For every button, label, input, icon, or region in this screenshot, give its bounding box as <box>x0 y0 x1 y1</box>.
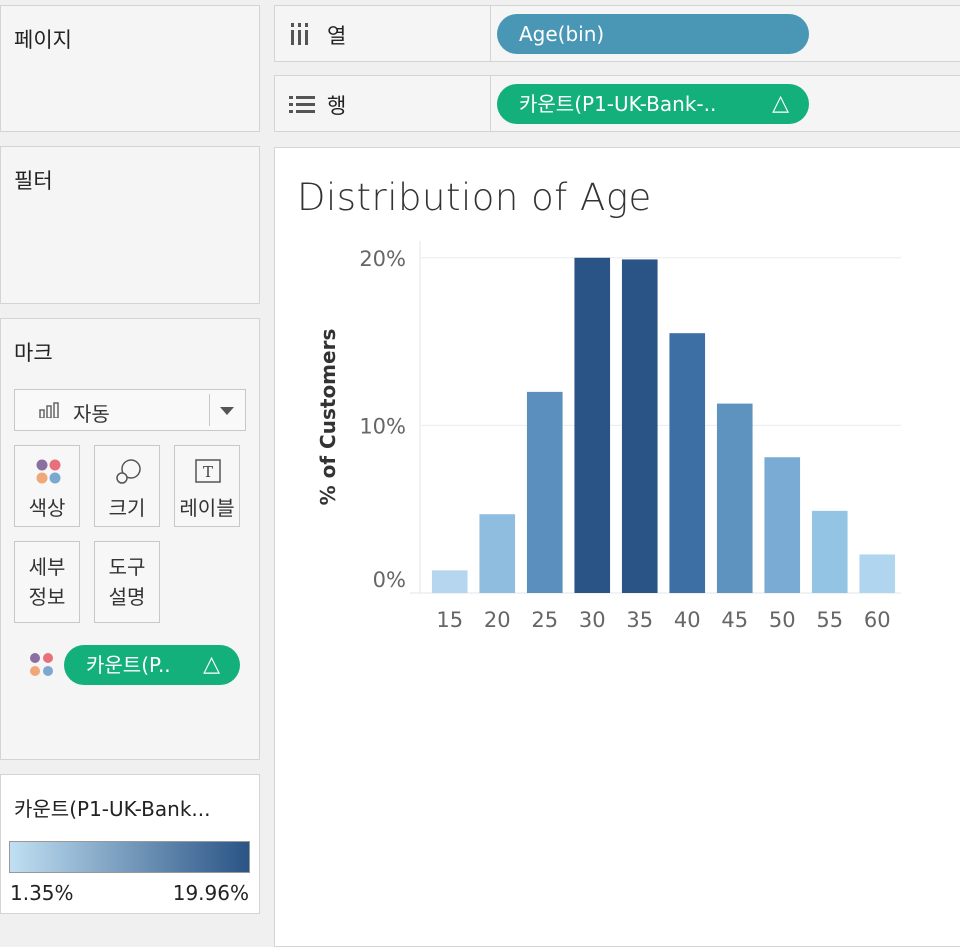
x-tick-label: 60 <box>864 608 891 632</box>
columns-icon <box>291 23 308 45</box>
x-tick-label: 20 <box>484 608 511 632</box>
age-bin-pill[interactable]: Age(bin) <box>497 14 809 54</box>
x-tick-label: 25 <box>531 608 558 632</box>
rows-label: 행 <box>327 94 347 118</box>
pages-card[interactable]: 페이지 <box>0 5 260 132</box>
filters-title: 필터 <box>14 169 53 193</box>
x-tick-label: 55 <box>816 608 843 632</box>
color-button[interactable]: 색상 <box>14 445 80 527</box>
count-pill[interactable]: 카운트(P1-UK-Bank-.. △ <box>497 84 809 124</box>
tooltip-button-line1: 도구 <box>108 555 146 579</box>
x-tick-label: 40 <box>674 608 701 632</box>
chevron-down-icon[interactable] <box>220 407 234 415</box>
age-bin-pill-label: Age(bin) <box>519 22 605 46</box>
y-tick-label: 10% <box>359 414 406 438</box>
size-circles-icon <box>116 459 141 484</box>
tooltip-button[interactable]: 도구 설명 <box>94 541 160 623</box>
bar <box>526 391 563 593</box>
label-icon-letter: T <box>203 463 213 481</box>
legend-title: 카운트(P1-UK-Bank... <box>14 797 211 821</box>
color-field-pill-label: 카운트(P.. <box>86 653 171 677</box>
columns-label: 열 <box>327 24 347 48</box>
bar <box>621 259 658 593</box>
columns-shelf[interactable]: 열 Age(bin) <box>274 5 960 62</box>
count-pill-label: 카운트(P1-UK-Bank-.. <box>519 92 717 116</box>
color-button-label: 색상 <box>28 496 66 520</box>
size-button[interactable]: 크기 <box>94 445 160 527</box>
label-button-label: 레이블 <box>179 496 235 520</box>
mark-type-dropdown[interactable]: 자동 <box>14 389 246 431</box>
size-button-label: 크기 <box>108 496 146 520</box>
filters-card[interactable]: 필터 <box>0 146 260 304</box>
bar-chart: 0% 10% 20% % of Customers 15 20 25 30 35 40 45 50 55… <box>316 241 901 632</box>
viz-canvas: Distribution of Age 0% 10% 20% % of Custome… <box>274 147 960 947</box>
bar <box>669 333 706 593</box>
y-axis-title: % of Customers <box>316 329 340 506</box>
pages-title: 페이지 <box>14 28 72 52</box>
x-tick-label: 30 <box>579 608 606 632</box>
chart-title: Distribution of Age <box>297 176 652 219</box>
y-tick-label: 20% <box>359 247 406 271</box>
color-encoding-icon <box>30 653 53 676</box>
x-tick-label: 45 <box>721 608 748 632</box>
color-legend-card: 카운트(P1-UK-Bank... 1.35% 19.96% <box>0 774 260 914</box>
rows-icon <box>289 96 315 113</box>
bar <box>574 257 611 593</box>
rows-shelf[interactable]: 행 카운트(P1-UK-Bank-.. △ <box>274 75 960 132</box>
x-tick-label: 35 <box>626 608 653 632</box>
bar <box>859 554 896 593</box>
mark-type-label: 자동 <box>73 402 110 426</box>
text-label-icon: T <box>195 459 221 483</box>
label-button[interactable]: T 레이블 <box>174 445 240 527</box>
detail-button[interactable]: 세부 정보 <box>14 541 80 623</box>
delta-icon: △ <box>203 652 220 677</box>
marks-card: 마크 자동 색상 크기 T 레이블 <box>0 318 260 760</box>
color-dots-icon <box>36 459 61 484</box>
bar <box>479 514 516 593</box>
marks-title: 마크 <box>14 341 53 365</box>
delta-icon: △ <box>772 91 789 116</box>
bar <box>431 570 468 593</box>
legend-gradient-bar <box>9 841 250 873</box>
bar <box>716 403 753 593</box>
bar-chart-icon <box>39 402 59 418</box>
bar <box>811 510 848 593</box>
dropdown-separator <box>209 394 210 426</box>
legend-max-label: 19.96% <box>172 881 249 905</box>
detail-button-line2: 정보 <box>28 585 66 609</box>
color-field-pill[interactable]: 카운트(P.. △ <box>64 645 240 685</box>
x-tick-label: 50 <box>769 608 796 632</box>
detail-button-line1: 세부 <box>28 555 66 579</box>
bar <box>764 457 801 593</box>
x-tick-label: 15 <box>436 608 463 632</box>
tooltip-button-line2: 설명 <box>108 585 146 609</box>
y-tick-label: 0% <box>373 568 406 592</box>
legend-min-label: 1.35% <box>10 881 74 905</box>
